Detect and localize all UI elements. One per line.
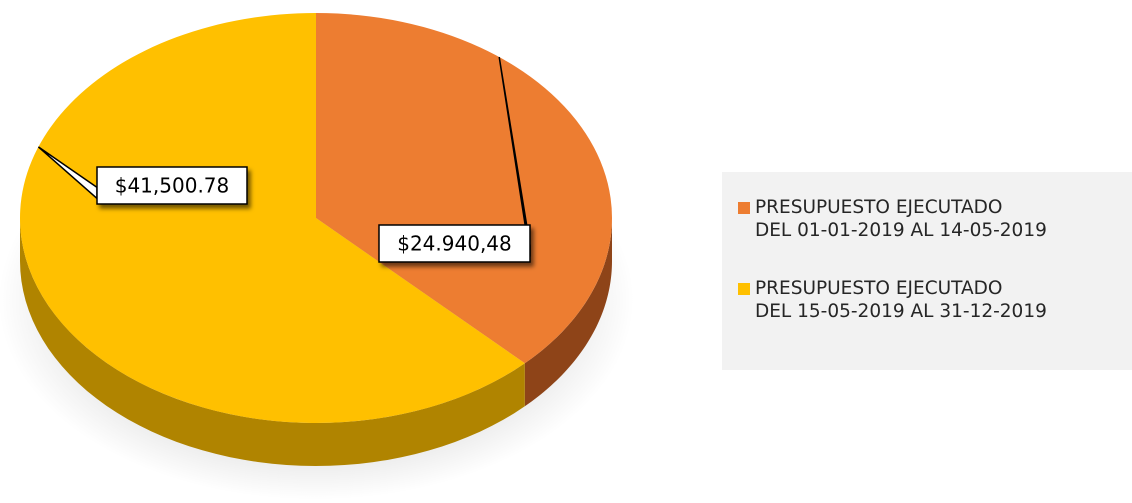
pie-slice-1 [316, 13, 613, 364]
legend-swatch-slice-1 [738, 202, 750, 214]
data-label-slice-1: $24.940,48 [378, 56, 531, 263]
callout-box-slice-1 [378, 224, 531, 263]
data-label-text-slice-2: $41,500.78 [115, 174, 230, 198]
pie-side-slice-1 [524, 218, 612, 407]
pie-side-slice-2 [20, 218, 525, 466]
legend-label-line1-slice-2: PRESUPUESTO EJECUTADO [755, 278, 1003, 299]
legend-label-line2-slice-2: DEL 15-05-2019 AL 31-12-2019 [755, 301, 1047, 322]
legend-swatch-slice-2 [738, 283, 750, 295]
data-label-slice-2: $41,500.78 [37, 146, 248, 205]
data-label-text-slice-1: $24.940,48 [397, 232, 512, 256]
callout-box-slice-2 [96, 166, 248, 205]
legend-item-slice-2: PRESUPUESTO EJECUTADO DEL 15-05-2019 AL … [738, 277, 1128, 323]
legend-label-line1-slice-1: PRESUPUESTO EJECUTADO [755, 197, 1003, 218]
legend-label-line2-slice-1: DEL 01-01-2019 AL 14-05-2019 [755, 220, 1047, 241]
legend-item-slice-1: PRESUPUESTO EJECUTADO DEL 01-01-2019 AL … [738, 196, 1128, 242]
legend: PRESUPUESTO EJECUTADO DEL 01-01-2019 AL … [722, 172, 1132, 370]
pie-slice-2 [20, 13, 525, 423]
